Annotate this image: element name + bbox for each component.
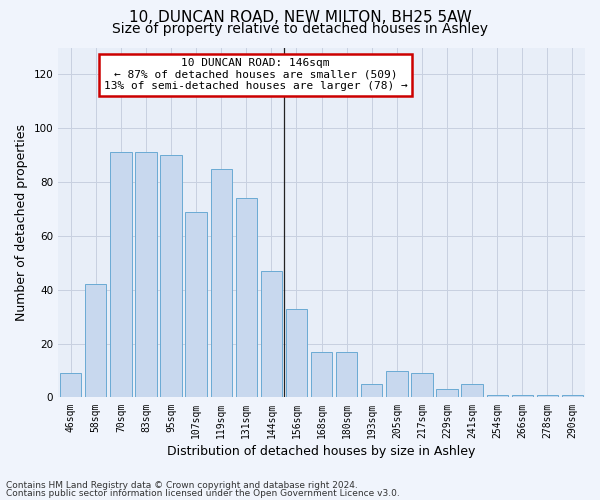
Bar bbox=[160, 155, 182, 398]
Bar bbox=[537, 395, 558, 398]
Bar bbox=[136, 152, 157, 398]
Bar bbox=[211, 168, 232, 398]
Bar bbox=[411, 373, 433, 398]
X-axis label: Distribution of detached houses by size in Ashley: Distribution of detached houses by size … bbox=[167, 444, 476, 458]
Text: 10, DUNCAN ROAD, NEW MILTON, BH25 5AW: 10, DUNCAN ROAD, NEW MILTON, BH25 5AW bbox=[128, 10, 472, 25]
Bar bbox=[185, 212, 207, 398]
Bar bbox=[261, 271, 282, 398]
Y-axis label: Number of detached properties: Number of detached properties bbox=[15, 124, 28, 321]
Text: Size of property relative to detached houses in Ashley: Size of property relative to detached ho… bbox=[112, 22, 488, 36]
Bar bbox=[286, 308, 307, 398]
Bar bbox=[311, 352, 332, 398]
Bar bbox=[361, 384, 382, 398]
Bar bbox=[236, 198, 257, 398]
Bar bbox=[85, 284, 106, 398]
Text: Contains public sector information licensed under the Open Government Licence v3: Contains public sector information licen… bbox=[6, 488, 400, 498]
Bar bbox=[386, 370, 407, 398]
Bar bbox=[110, 152, 131, 398]
Bar bbox=[336, 352, 358, 398]
Bar bbox=[512, 395, 533, 398]
Bar bbox=[436, 390, 458, 398]
Bar bbox=[487, 395, 508, 398]
Text: Contains HM Land Registry data © Crown copyright and database right 2024.: Contains HM Land Registry data © Crown c… bbox=[6, 481, 358, 490]
Text: 10 DUNCAN ROAD: 146sqm
← 87% of detached houses are smaller (509)
13% of semi-de: 10 DUNCAN ROAD: 146sqm ← 87% of detached… bbox=[104, 58, 407, 91]
Bar bbox=[60, 373, 82, 398]
Bar bbox=[461, 384, 483, 398]
Bar bbox=[562, 395, 583, 398]
